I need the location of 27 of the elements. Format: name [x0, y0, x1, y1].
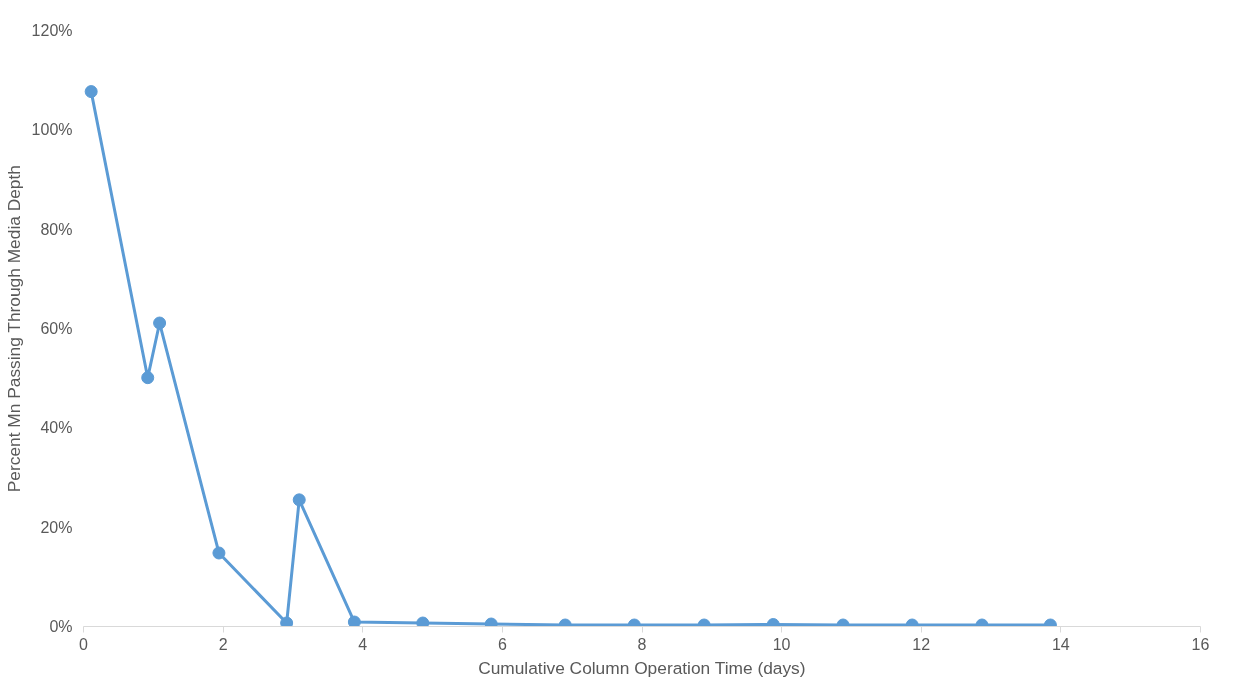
x-tick-label: 8	[637, 635, 647, 653]
y-tick-label: 120%	[31, 22, 73, 39]
point	[212, 546, 226, 560]
point	[292, 493, 306, 507]
x-tick-label: 12	[912, 635, 931, 653]
y-tick-label: 60%	[40, 320, 73, 337]
point	[153, 316, 167, 330]
x-axis-title: Cumulative Column Operation Time (days)	[478, 657, 806, 678]
y-tick-label: 80%	[40, 220, 73, 238]
x-tick-label: 10	[772, 635, 791, 653]
point	[347, 615, 361, 627]
y-tick-label: 100%	[31, 121, 73, 139]
x-tick-label: 6	[497, 635, 507, 653]
point	[141, 371, 155, 385]
y-tick-label: 40%	[40, 419, 73, 437]
y-tick-label: 0%	[49, 618, 73, 635]
x-tick-label: 16	[1191, 635, 1210, 653]
y-axis-title: Percent Mn Passing Through Media Depth	[3, 165, 24, 493]
y-tick-label: 20%	[40, 518, 73, 536]
point	[280, 616, 294, 627]
x-tick-label: 2	[218, 635, 228, 653]
x-tick-label: 0	[79, 635, 89, 653]
x-tick-label: 14	[1051, 635, 1070, 653]
point	[416, 616, 430, 627]
x-tick-label: 4	[358, 635, 368, 653]
point	[484, 617, 498, 627]
point	[84, 85, 98, 99]
